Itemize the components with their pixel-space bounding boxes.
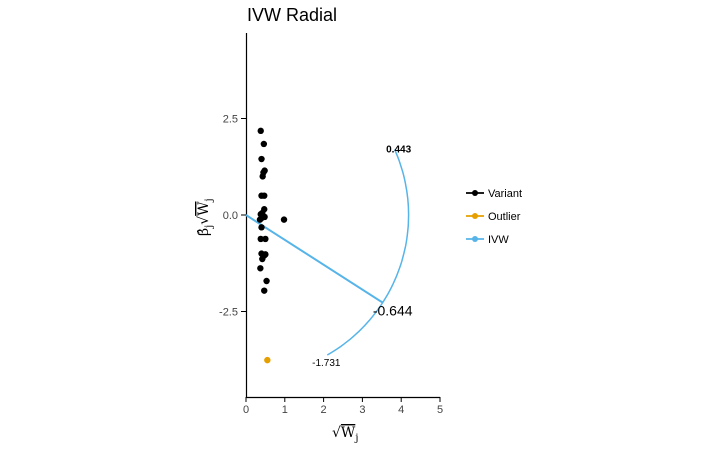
x-tick-label: 2 (321, 404, 327, 416)
legend: Variant Outlier IVW (466, 188, 522, 246)
arc-label-bottom: -1.731 (312, 358, 341, 369)
variant-point (262, 235, 269, 243)
variant-point (257, 235, 264, 243)
x-tick-label: 4 (398, 404, 404, 416)
ivw-line (245, 214, 384, 304)
variant-point (261, 287, 268, 294)
variant-point (258, 224, 265, 231)
y-tick-label: 2.5 (223, 114, 238, 126)
variant-point (263, 277, 270, 285)
x-tick-label: 3 (359, 404, 365, 416)
arc-label-estimate: -0.644 (373, 303, 413, 319)
x-axis-label: √Wj (332, 425, 358, 444)
variant-point (261, 192, 268, 199)
y-axis-label: β̂j√Wj (196, 198, 215, 236)
outlier-point (264, 356, 271, 364)
y-tick-label: -2.5 (219, 307, 238, 319)
plot-area: 0.443 -0.644 -1.731 (245, 127, 413, 369)
axes (245, 33, 440, 399)
legend-key-point (472, 190, 478, 196)
x-tick-label: 1 (282, 404, 288, 416)
legend-key-point (472, 213, 478, 219)
variant-point (256, 216, 264, 223)
arc-label-top: 0.443 (386, 144, 411, 155)
x-ticks: 0 1 2 3 4 5 (243, 397, 443, 416)
variant-point (258, 155, 265, 163)
x-tick-label: 0 (243, 404, 249, 416)
variant-point (259, 255, 266, 263)
x-axis-label-w: W (341, 425, 356, 441)
legend-label: IVW (488, 234, 509, 246)
variant-point (259, 173, 266, 180)
legend-label: Outlier (488, 211, 521, 223)
ivw-arc (326, 149, 410, 356)
variant-point (262, 251, 269, 258)
y-tick-label: 0.0 (223, 210, 238, 222)
chart-title: IVW Radial (247, 5, 337, 25)
variant-point (260, 140, 268, 148)
legend-key-point (472, 236, 478, 242)
variant-point (257, 265, 264, 272)
y-ticks: -2.5 0.0 2.5 (219, 114, 246, 319)
variant-point (257, 127, 264, 135)
legend-label: Variant (488, 188, 522, 200)
x-tick-label: 5 (437, 404, 443, 416)
variant-point (280, 216, 288, 223)
